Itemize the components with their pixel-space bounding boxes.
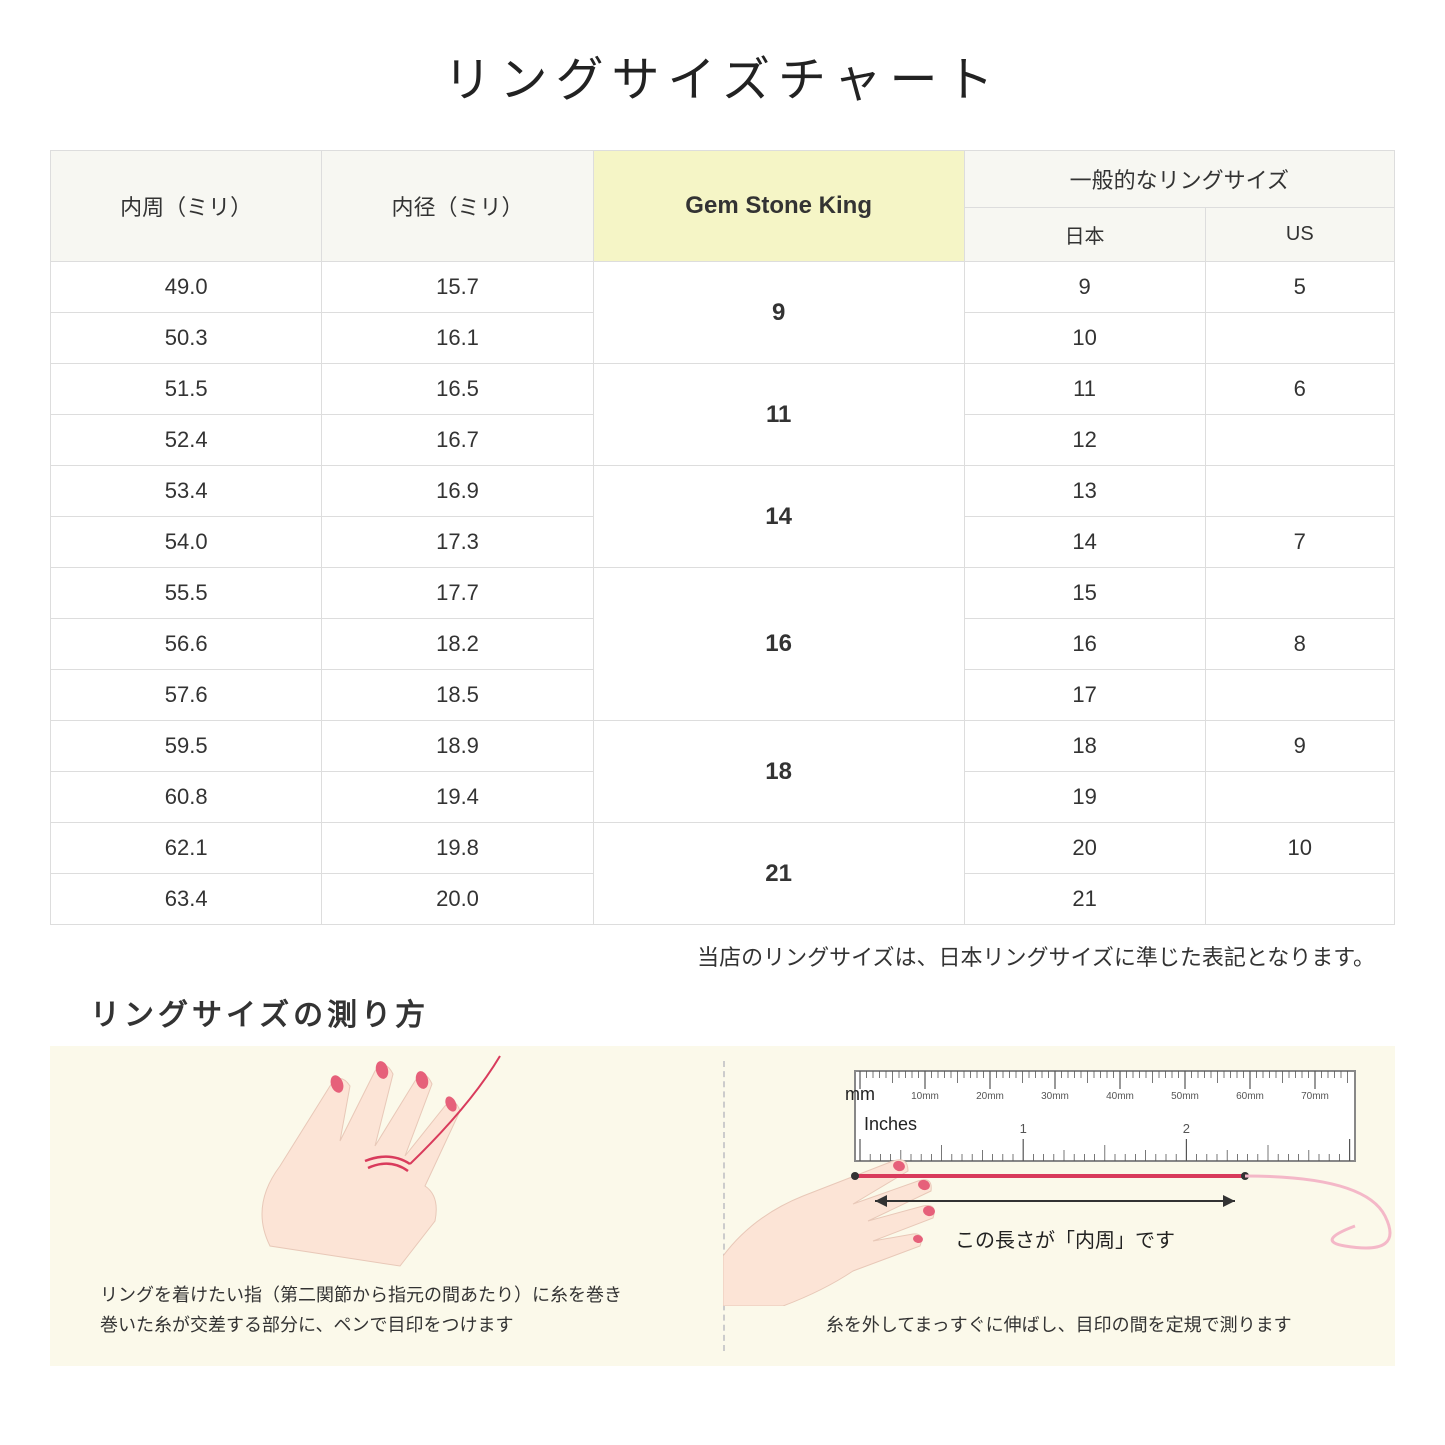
svg-text:50mm: 50mm (1171, 1091, 1199, 1102)
cell-dia: 16.5 (322, 364, 593, 415)
cell-gsk: 18 (593, 721, 964, 823)
cell-dia: 19.4 (322, 772, 593, 823)
cell-circ: 54.0 (51, 517, 322, 568)
table-row: 62.119.8212010 (51, 823, 1395, 874)
header-japan: 日本 (964, 208, 1205, 262)
cell-jp: 18 (964, 721, 1205, 772)
table-row: 51.516.511116 (51, 364, 1395, 415)
cell-circ: 59.5 (51, 721, 322, 772)
svg-text:1: 1 (1020, 1121, 1027, 1136)
cell-dia: 17.7 (322, 568, 593, 619)
cell-circ: 51.5 (51, 364, 322, 415)
cell-us: 5 (1205, 262, 1394, 313)
cell-circ: 52.4 (51, 415, 322, 466)
svg-text:30mm: 30mm (1041, 1091, 1069, 1102)
page-title: リングサイズチャート (50, 40, 1395, 110)
cell-dia: 16.7 (322, 415, 593, 466)
cell-jp: 19 (964, 772, 1205, 823)
cell-dia: 16.1 (322, 313, 593, 364)
cell-jp: 21 (964, 874, 1205, 925)
cell-dia: 18.2 (322, 619, 593, 670)
cell-dia: 19.8 (322, 823, 593, 874)
cell-dia: 20.0 (322, 874, 593, 925)
svg-text:10mm: 10mm (911, 1091, 939, 1102)
header-gsk: Gem Stone King (593, 151, 964, 262)
table-row: 55.517.71615 (51, 568, 1395, 619)
cell-jp: 14 (964, 517, 1205, 568)
cell-us (1205, 313, 1394, 364)
thread-illustration (815, 1156, 1415, 1276)
cell-us: 7 (1205, 517, 1394, 568)
cell-gsk: 14 (593, 466, 964, 568)
instruction-left-panel: リングを着けたい指（第二関節から指元の間あたり）に糸を巻き 巻いた糸が交差する部… (50, 1046, 723, 1366)
cell-jp: 12 (964, 415, 1205, 466)
cell-circ: 50.3 (51, 313, 322, 364)
table-row: 53.416.91413 (51, 466, 1395, 517)
svg-text:40mm: 40mm (1106, 1091, 1134, 1102)
cell-circ: 55.5 (51, 568, 322, 619)
cell-dia: 18.5 (322, 670, 593, 721)
instruction-right-text: 糸を外してまっすぐに伸ばし、目印の間を定規で測ります (773, 1310, 1346, 1341)
svg-text:2: 2 (1183, 1121, 1190, 1136)
cell-circ: 60.8 (51, 772, 322, 823)
cell-jp: 20 (964, 823, 1205, 874)
cell-gsk: 11 (593, 364, 964, 466)
cell-circ: 57.6 (51, 670, 322, 721)
cell-jp: 15 (964, 568, 1205, 619)
header-general: 一般的なリングサイズ (964, 151, 1394, 208)
cell-dia: 15.7 (322, 262, 593, 313)
cell-us (1205, 670, 1394, 721)
cell-us: 10 (1205, 823, 1394, 874)
size-chart-table: 内周（ミリ） 内径（ミリ） Gem Stone King 一般的なリングサイズ … (50, 150, 1395, 925)
svg-text:70mm: 70mm (1301, 1091, 1329, 1102)
cell-circ: 63.4 (51, 874, 322, 925)
cell-us: 9 (1205, 721, 1394, 772)
instruction-right-panel: 10mm20mm30mm40mm50mm60mm70mm12 mm Inches (723, 1046, 1396, 1366)
length-label: この長さが「内周」です (955, 1224, 1175, 1253)
svg-text:60mm: 60mm (1236, 1091, 1264, 1102)
cell-dia: 18.9 (322, 721, 593, 772)
cell-circ: 53.4 (51, 466, 322, 517)
cell-us (1205, 772, 1394, 823)
ruler-mm-label: mm (845, 1084, 875, 1105)
cell-jp: 10 (964, 313, 1205, 364)
cell-circ: 56.6 (51, 619, 322, 670)
instruction-left-text: リングを着けたい指（第二関節から指元の間あたり）に糸を巻き 巻いた糸が交差する部… (100, 1280, 673, 1341)
cell-gsk: 9 (593, 262, 964, 364)
cell-jp: 13 (964, 466, 1205, 517)
howto-title: リングサイズの測り方 (90, 990, 1395, 1034)
cell-gsk: 16 (593, 568, 964, 721)
cell-jp: 9 (964, 262, 1205, 313)
header-us: US (1205, 208, 1394, 262)
cell-dia: 16.9 (322, 466, 593, 517)
cell-jp: 16 (964, 619, 1205, 670)
cell-us (1205, 568, 1394, 619)
footnote: 当店のリングサイズは、日本リングサイズに準じた表記となります。 (50, 940, 1395, 972)
cell-circ: 49.0 (51, 262, 322, 313)
header-circumference: 内周（ミリ） (51, 151, 322, 262)
svg-text:20mm: 20mm (976, 1091, 1004, 1102)
cell-gsk: 21 (593, 823, 964, 925)
cell-jp: 11 (964, 364, 1205, 415)
instructions-panel: リングを着けたい指（第二関節から指元の間あたり）に糸を巻き 巻いた糸が交差する部… (50, 1046, 1395, 1366)
header-diameter: 内径（ミリ） (322, 151, 593, 262)
table-row: 59.518.918189 (51, 721, 1395, 772)
cell-us (1205, 466, 1394, 517)
cell-us: 6 (1205, 364, 1394, 415)
hand-wrap-illustration (190, 1046, 590, 1276)
cell-circ: 62.1 (51, 823, 322, 874)
cell-dia: 17.3 (322, 517, 593, 568)
cell-us: 8 (1205, 619, 1394, 670)
cell-us (1205, 415, 1394, 466)
cell-us (1205, 874, 1394, 925)
cell-jp: 17 (964, 670, 1205, 721)
table-row: 49.015.7995 (51, 262, 1395, 313)
